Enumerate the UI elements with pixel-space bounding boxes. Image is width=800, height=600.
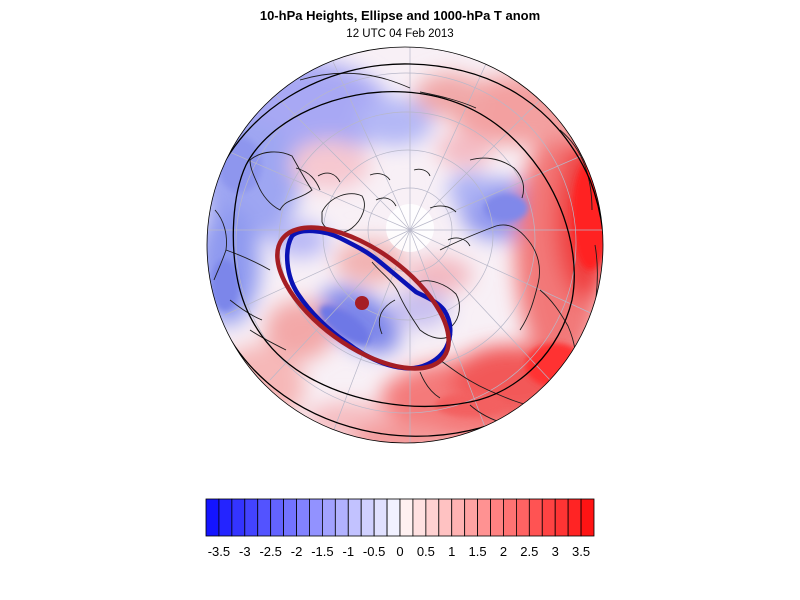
colorbar-box	[554, 498, 569, 537]
colorbar-boxes	[205, 498, 595, 537]
colorbar-box	[477, 498, 491, 537]
colorbar-box	[296, 498, 310, 537]
colorbar-tick-label: 2	[500, 544, 507, 559]
colorbar-box	[373, 498, 388, 537]
colorbar-box	[490, 498, 504, 537]
colorbar-tick-label: -3.5	[208, 544, 230, 559]
polar-map	[206, 46, 604, 444]
colorbar-box	[451, 498, 466, 537]
colorbar-box	[580, 498, 595, 537]
colorbar-box	[399, 498, 414, 537]
colorbar-tick-label: 0.5	[417, 544, 435, 559]
colorbar-tick-label: 3	[552, 544, 559, 559]
map-subtitle: 12 UTC 04 Feb 2013	[346, 28, 454, 40]
colorbar-box	[360, 498, 375, 537]
colorbar-tick-label: -2.5	[259, 544, 281, 559]
colorbar-box	[231, 498, 246, 537]
colorbar-box	[218, 498, 233, 537]
colorbar-box	[528, 498, 543, 537]
colorbar-tick-label: -2	[291, 544, 303, 559]
colorbar-tick-label: -1.5	[311, 544, 333, 559]
colorbar-tick-label: 1.5	[469, 544, 487, 559]
colorbar-box	[464, 498, 479, 537]
colorbar-box	[321, 498, 336, 537]
colorbar-box	[270, 498, 285, 537]
colorbar-box	[425, 498, 440, 537]
colorbar-box	[347, 498, 362, 537]
colorbar-box	[412, 498, 427, 537]
colorbar-box	[334, 498, 349, 537]
colorbar-box	[309, 498, 323, 537]
colorbar-tick-label: -0.5	[363, 544, 385, 559]
colorbar-box	[244, 498, 259, 537]
map-boundary	[206, 46, 604, 444]
colorbar-tick-label: 3.5	[572, 544, 590, 559]
map-title: 10-hPa Heights, Ellipse and 1000-hPa T a…	[259, 8, 541, 23]
colorbar-box	[386, 498, 401, 537]
colorbar-box	[541, 498, 556, 537]
colorbar-box	[503, 498, 517, 537]
vortex-ellipse	[275, 225, 451, 371]
colorbar-tick-label: 0	[396, 544, 403, 559]
coastlines	[213, 72, 598, 425]
colorbar-box	[257, 498, 272, 537]
colorbar-box	[516, 498, 530, 537]
colorbar-box	[205, 498, 220, 537]
colorbar-tick-label: -1	[342, 544, 354, 559]
ellipse-center-marker	[355, 296, 369, 310]
colorbar-box	[283, 498, 297, 537]
colorbar-box	[438, 498, 453, 537]
colorbar-tick-label: 1	[448, 544, 455, 559]
colorbar-tick-label: 2.5	[520, 544, 538, 559]
colorbar-box	[567, 498, 582, 537]
colorbar-tick-label: -3	[239, 544, 251, 559]
colorbar-labels: -3.5 -3 -2.5 -2 -1.5 -1 -0.5 0 0.5 1 1.5 2 2.5 3 3.5	[208, 544, 590, 559]
